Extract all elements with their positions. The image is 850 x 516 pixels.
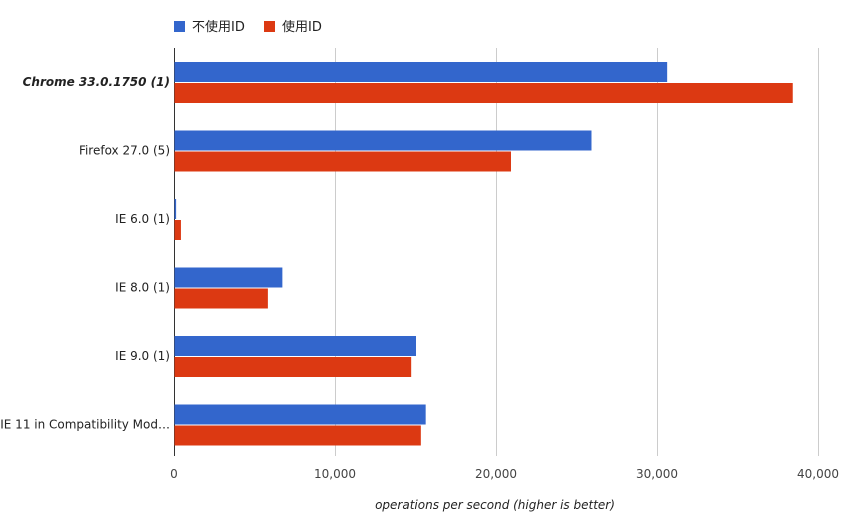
bar-4-1 <box>174 357 412 377</box>
bar-4-0 <box>174 336 416 356</box>
legend-swatch-1 <box>264 21 275 32</box>
legend-label-1: 使用ID <box>282 19 322 35</box>
bar-5-1 <box>174 425 421 446</box>
category-label-3: IE 8.0 (1) <box>115 281 170 295</box>
gridlines <box>174 48 819 456</box>
legend: 不使用ID 使用ID <box>174 19 322 35</box>
bar-5-0 <box>174 404 426 425</box>
bars <box>174 62 793 446</box>
category-label-4: IE 9.0 (1) <box>115 349 170 363</box>
x-tick-label-4: 40,000 <box>797 467 839 481</box>
bar-1-0 <box>174 130 592 151</box>
legend-swatch-0 <box>174 21 185 32</box>
bar-1-1 <box>174 151 511 172</box>
x-tick-label-2: 20,000 <box>475 467 517 481</box>
bar-2-1 <box>174 220 181 240</box>
x-tick-label-1: 10,000 <box>314 467 356 481</box>
bar-3-1 <box>174 288 268 309</box>
legend-label-0: 不使用ID <box>192 19 245 35</box>
category-label-0: Chrome 33.0.1750 (1) <box>23 75 170 89</box>
bar-0-1 <box>174 83 793 103</box>
category-label-1: Firefox 27.0 (5) <box>79 144 170 158</box>
category-labels: Chrome 33.0.1750 (1) Firefox 27.0 (5) IE 6… <box>0 75 170 432</box>
x-tick-labels: 0 10,000 20,000 30,000 40,000 <box>170 467 839 481</box>
x-tick-label-0: 0 <box>170 467 178 481</box>
x-tick-label-3: 30,000 <box>636 467 678 481</box>
bar-3-0 <box>174 267 283 288</box>
x-axis-title: operations per second (higher is better) <box>375 498 615 512</box>
bar-0-0 <box>174 62 668 82</box>
category-label-2: IE 6.0 (1) <box>115 212 170 226</box>
bar-2-0 <box>174 199 177 219</box>
category-label-5: IE 11 in Compatibility Mod… <box>0 418 170 432</box>
